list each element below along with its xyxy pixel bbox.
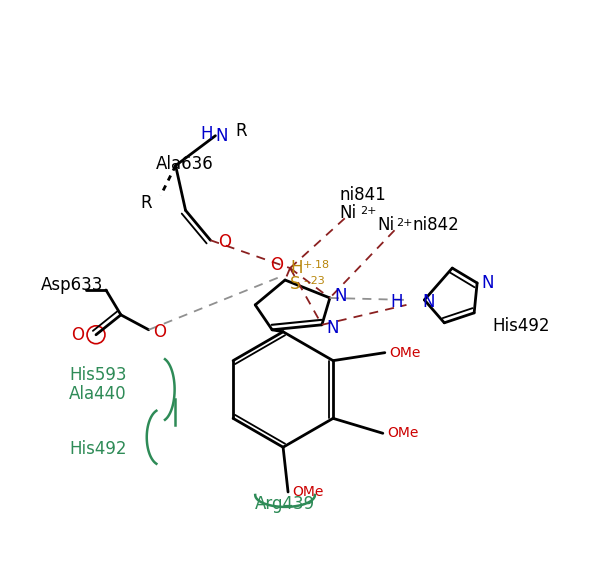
Text: H: H: [390, 293, 403, 311]
Text: Ala440: Ala440: [69, 385, 127, 404]
Text: His492: His492: [492, 317, 550, 335]
Text: Asp633: Asp633: [41, 276, 104, 294]
Text: ni842: ni842: [412, 216, 459, 234]
Text: N: N: [335, 287, 347, 305]
Text: S: S: [290, 275, 301, 293]
Text: R: R: [235, 122, 247, 140]
Text: N: N: [422, 293, 435, 311]
Text: N: N: [215, 127, 228, 145]
Text: His593: His593: [69, 365, 127, 384]
Text: O: O: [71, 326, 85, 344]
Text: His492: His492: [69, 440, 127, 458]
Text: Arg439: Arg439: [255, 495, 315, 513]
Text: 2+: 2+: [360, 206, 376, 217]
Text: H: H: [200, 125, 212, 142]
Text: Ni: Ni: [377, 216, 395, 234]
Text: 2+: 2+: [397, 218, 413, 229]
Text: OMe: OMe: [387, 426, 418, 440]
Text: O: O: [271, 256, 284, 274]
Text: +.18: +.18: [303, 260, 330, 270]
Text: O: O: [153, 323, 166, 341]
Text: R: R: [140, 194, 152, 213]
Text: N: N: [327, 319, 340, 337]
Text: H: H: [290, 259, 302, 277]
Text: O: O: [218, 233, 232, 251]
Text: OMe: OMe: [292, 485, 323, 499]
Text: Ni: Ni: [340, 204, 357, 222]
Text: ni841: ni841: [340, 186, 386, 205]
Text: OMe: OMe: [389, 345, 420, 360]
Text: -.23: -.23: [303, 276, 325, 286]
Text: N: N: [481, 274, 494, 292]
Text: Ala636: Ala636: [156, 154, 214, 173]
